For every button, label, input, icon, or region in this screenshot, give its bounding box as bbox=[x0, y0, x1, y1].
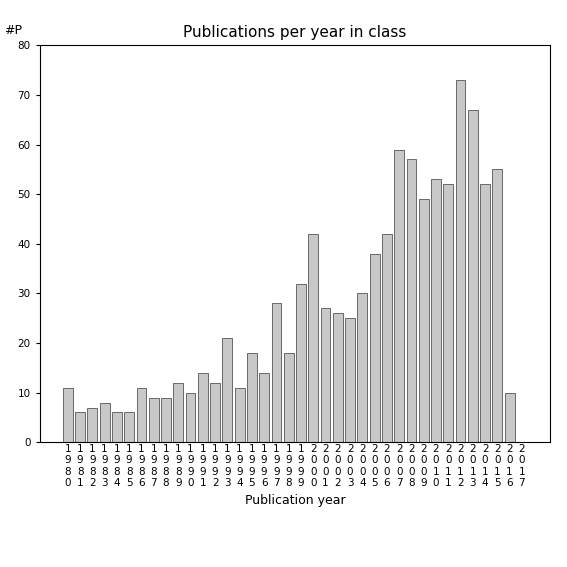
X-axis label: Publication year: Publication year bbox=[244, 494, 345, 507]
Bar bbox=[198, 373, 208, 442]
Text: #P: #P bbox=[4, 24, 22, 37]
Bar bbox=[75, 413, 85, 442]
Bar bbox=[284, 353, 294, 442]
Bar bbox=[124, 413, 134, 442]
Bar bbox=[505, 393, 514, 442]
Bar bbox=[357, 294, 367, 442]
Bar bbox=[345, 318, 355, 442]
Bar bbox=[259, 373, 269, 442]
Bar bbox=[407, 159, 416, 442]
Bar bbox=[382, 234, 392, 442]
Bar bbox=[112, 413, 122, 442]
Bar bbox=[137, 388, 146, 442]
Bar bbox=[100, 403, 109, 442]
Bar bbox=[394, 150, 404, 442]
Bar bbox=[185, 393, 196, 442]
Bar bbox=[468, 110, 478, 442]
Bar bbox=[333, 313, 342, 442]
Bar bbox=[431, 179, 441, 442]
Bar bbox=[370, 254, 379, 442]
Bar bbox=[149, 397, 159, 442]
Bar bbox=[296, 284, 306, 442]
Bar bbox=[63, 388, 73, 442]
Bar bbox=[320, 308, 331, 442]
Title: Publications per year in class: Publications per year in class bbox=[183, 25, 407, 40]
Bar bbox=[492, 170, 502, 442]
Bar bbox=[87, 408, 98, 442]
Bar bbox=[419, 199, 429, 442]
Bar bbox=[247, 353, 257, 442]
Bar bbox=[174, 383, 183, 442]
Bar bbox=[222, 338, 232, 442]
Bar bbox=[456, 80, 466, 442]
Bar bbox=[210, 383, 220, 442]
Bar bbox=[480, 184, 490, 442]
Bar bbox=[235, 388, 244, 442]
Bar bbox=[272, 303, 281, 442]
Bar bbox=[443, 184, 453, 442]
Bar bbox=[161, 397, 171, 442]
Bar bbox=[308, 234, 318, 442]
